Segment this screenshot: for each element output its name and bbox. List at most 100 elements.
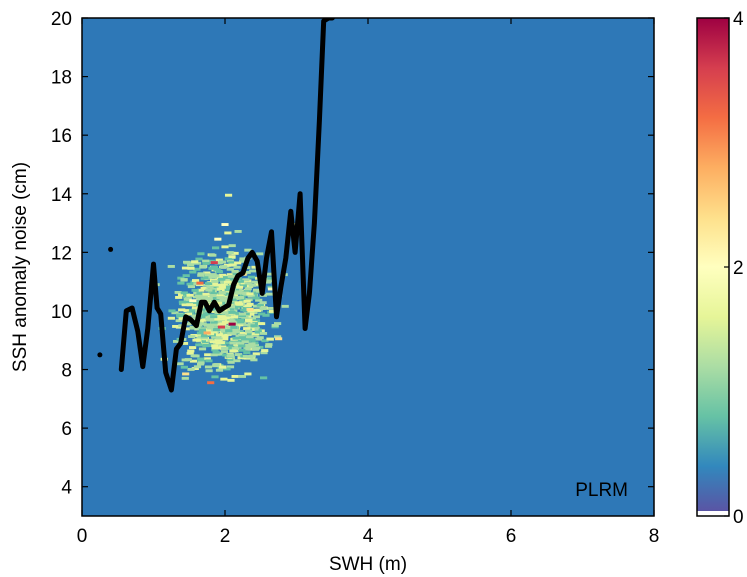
density-cell [200, 341, 209, 345]
density-cell [228, 255, 236, 259]
y-tick-label: 20 [51, 9, 72, 30]
density-cell [256, 336, 264, 340]
density-cell [191, 306, 200, 310]
density-cell [233, 265, 241, 269]
density-cell [251, 265, 259, 269]
density-cell [180, 342, 189, 345]
density-cell [224, 280, 232, 284]
density-cell [173, 340, 181, 343]
density-cell [244, 287, 252, 291]
density-cell [182, 295, 191, 299]
density-cell [225, 193, 233, 197]
density-cell [200, 336, 208, 340]
density-cell [252, 296, 260, 300]
density-cell [248, 317, 256, 321]
density-cell [267, 285, 275, 289]
density-cell [212, 317, 220, 321]
density-cell [186, 293, 194, 297]
density-cell [210, 261, 218, 265]
density-cell [215, 339, 223, 343]
y-tick-label: 14 [51, 185, 73, 206]
density-cell [246, 335, 254, 339]
density-cell [228, 261, 236, 265]
density-cell [240, 308, 248, 312]
density-cell [236, 304, 244, 308]
density-cell [236, 296, 244, 300]
density-cell [196, 335, 204, 339]
density-cell [167, 265, 175, 268]
density-cell [247, 322, 255, 326]
density-cell [251, 347, 259, 351]
density-cell [184, 297, 192, 301]
density-cell [230, 326, 238, 329]
density-cell [200, 334, 209, 338]
density-cell [215, 270, 223, 274]
density-cell [186, 351, 194, 355]
density-cell [231, 270, 239, 273]
density-cell [214, 261, 222, 265]
y-tick-label: 18 [51, 68, 72, 89]
density-cell [202, 292, 210, 296]
density-cell [197, 361, 205, 365]
density-cell [229, 277, 237, 281]
density-cell [191, 288, 199, 292]
isolated-point [108, 246, 114, 252]
density-cell [238, 375, 246, 378]
density-cell [184, 322, 192, 326]
density-cell [197, 359, 205, 363]
density-cell [245, 318, 253, 322]
density-cell [244, 248, 252, 252]
y-tick-label: 8 [61, 361, 72, 382]
density-cell [216, 283, 224, 287]
density-cell [224, 296, 232, 300]
density-cell [219, 365, 227, 369]
density-cell [202, 344, 210, 348]
density-cell [178, 293, 186, 297]
density-cell [254, 282, 262, 286]
density-cell [207, 318, 215, 322]
density-cell [215, 301, 223, 305]
density-cell [226, 359, 234, 362]
density-cell [184, 312, 192, 316]
density-cell [281, 304, 289, 308]
density-cell [213, 352, 221, 356]
density-cell [238, 333, 246, 337]
density-cell [210, 315, 218, 319]
density-cell [237, 356, 245, 360]
density-cell [220, 350, 228, 354]
density-cell [208, 267, 216, 270]
density-cell [182, 327, 190, 331]
density-cell [253, 308, 261, 312]
density-cell [221, 223, 229, 226]
density-cell [202, 283, 210, 287]
density-cell [231, 328, 239, 332]
density-cell [176, 313, 184, 317]
density-cell [252, 315, 260, 319]
density-cell [236, 323, 244, 327]
density-cell [237, 318, 245, 322]
density-cell [216, 296, 224, 299]
density-cell [205, 369, 213, 373]
density-cell [228, 311, 236, 314]
density-cell [220, 283, 228, 287]
density-cell [221, 311, 229, 315]
density-cell [256, 252, 264, 256]
density-cell [197, 272, 205, 276]
density-cell [267, 287, 276, 291]
density-cell [204, 273, 213, 277]
density-cell [213, 328, 221, 332]
colorbar [697, 18, 729, 516]
density-cell [209, 340, 217, 344]
density-cell [217, 325, 225, 329]
density-cell [210, 283, 218, 287]
density-cell [241, 340, 249, 344]
density-cell [189, 299, 197, 303]
density-cell [210, 292, 218, 296]
density-cell [192, 279, 200, 282]
density-cell [220, 265, 228, 269]
density-cell [246, 308, 254, 311]
density-cell [231, 347, 239, 350]
density-cell [224, 257, 232, 261]
density-cell [219, 345, 227, 349]
